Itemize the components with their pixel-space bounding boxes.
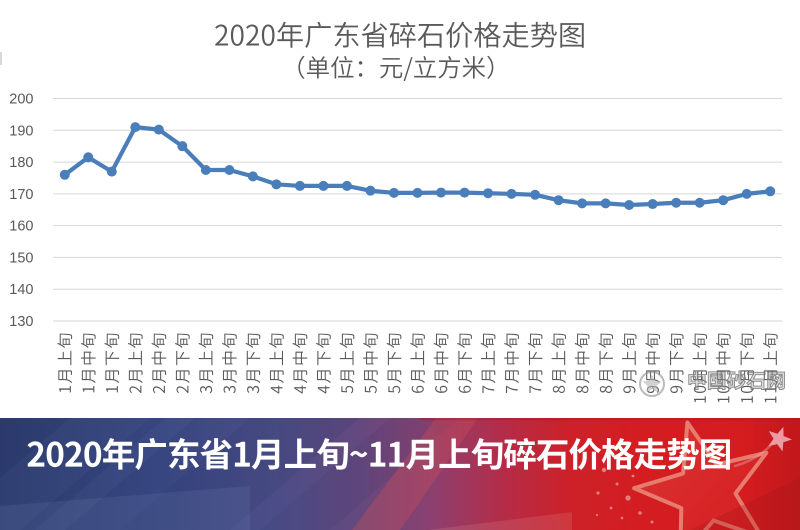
svg-text:190: 190 <box>9 123 33 139</box>
svg-text:180: 180 <box>9 155 33 171</box>
svg-text:160: 160 <box>9 219 33 235</box>
svg-text:170: 170 <box>9 187 33 203</box>
svg-text:150: 150 <box>9 250 33 266</box>
svg-text:130: 130 <box>9 314 33 330</box>
svg-text:140: 140 <box>9 282 33 298</box>
svg-text:200: 200 <box>9 92 33 108</box>
